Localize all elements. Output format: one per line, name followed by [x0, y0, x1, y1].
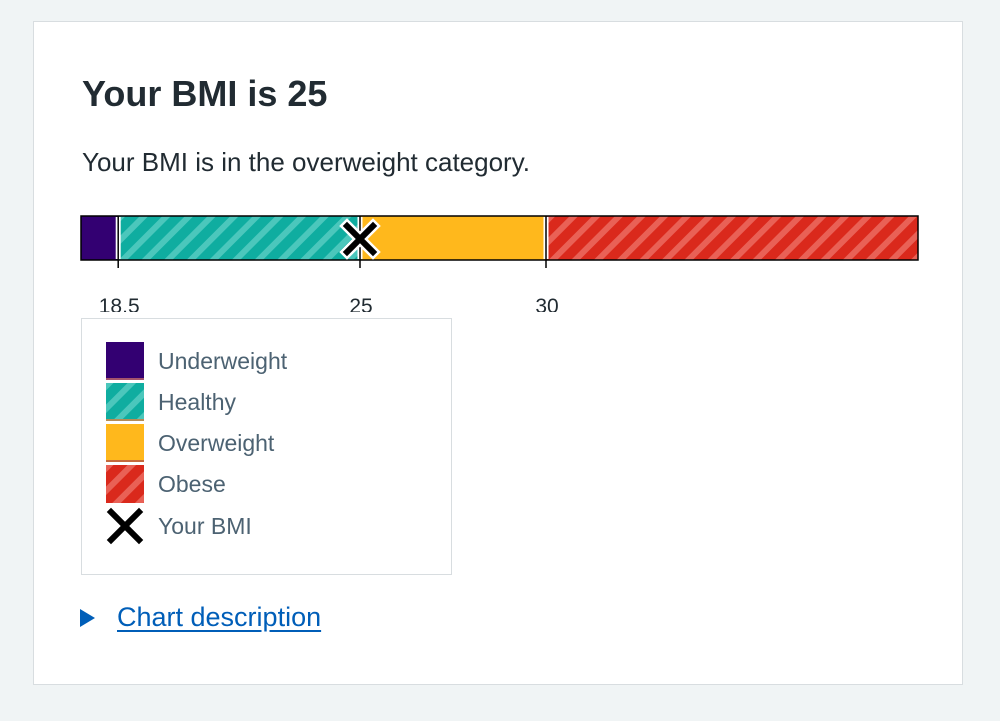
tick-label: 30: [535, 295, 558, 312]
result-title: Your BMI is 25: [82, 73, 328, 114]
segment-healthy: [118, 216, 360, 260]
legend-label: Overweight: [158, 429, 275, 456]
underweight-swatch-icon: [106, 342, 144, 380]
legend-label: Healthy: [158, 388, 236, 415]
result-message: Your BMI is in the overweight category.: [82, 147, 531, 177]
chart-description-toggle[interactable]: Chart description: [80, 602, 321, 633]
cross-icon: [106, 507, 144, 545]
chart-description-link[interactable]: Chart description: [117, 602, 322, 632]
your-bmi-marker: [339, 218, 381, 260]
legend-item-your-bmi: Your BMI: [106, 506, 252, 546]
legend-item-underweight: Underweight: [106, 341, 287, 381]
chart-legend: Underweight Healthy Overweight Obese: [81, 318, 452, 575]
overweight-swatch-icon: [106, 424, 144, 462]
legend-label: Underweight: [158, 347, 288, 374]
triangle-right-icon: [80, 608, 95, 627]
legend-item-obese: Obese: [106, 464, 226, 504]
tick-label: 18.5: [99, 295, 140, 312]
healthy-swatch-icon: [106, 383, 144, 421]
bar-outline: [80, 215, 919, 261]
segment-overweight: [360, 216, 546, 260]
legend-label: Obese: [158, 470, 226, 497]
legend-item-overweight: Overweight: [106, 423, 274, 463]
legend-label: Your BMI: [158, 512, 252, 539]
obese-swatch-icon: [106, 465, 144, 503]
segment-obese: [546, 216, 918, 260]
tick-label: 25: [349, 295, 372, 312]
bmi-range-chart: 18.5 25 30: [80, 215, 919, 312]
bmi-result-card: Your BMI is 25 Your BMI is in the overwe…: [33, 21, 963, 685]
legend-item-healthy: Healthy: [106, 382, 236, 422]
segment-underweight: [81, 216, 119, 260]
